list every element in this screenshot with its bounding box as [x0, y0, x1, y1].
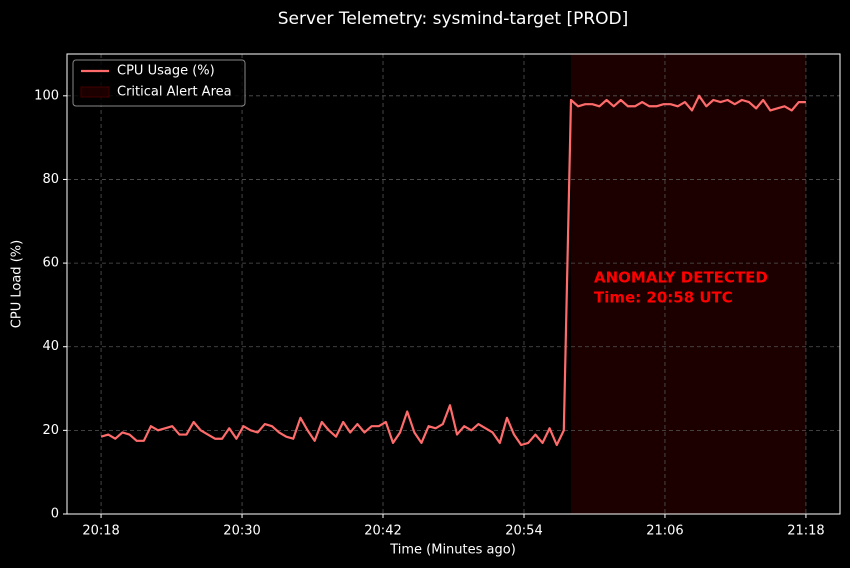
y-axis-label: CPU Load (%) — [10, 240, 25, 328]
y-tick-label: 0 — [51, 507, 59, 522]
y-tick-label: 80 — [42, 172, 59, 187]
chart-title: Server Telemetry: sysmind-target [PROD] — [278, 9, 629, 29]
x-tick-label: 20:54 — [505, 524, 542, 539]
x-tick-label: 20:30 — [223, 524, 260, 539]
legend: CPU Usage (%) Critical Alert Area — [72, 59, 246, 107]
y-tick-label: 40 — [42, 339, 59, 354]
x-axis-label: Time (Minutes ago) — [389, 543, 516, 558]
legend-label: Critical Alert Area — [117, 85, 232, 100]
y-tick-label: 20 — [42, 423, 59, 438]
legend-label: CPU Usage (%) — [117, 64, 215, 79]
x-tick-label: 20:18 — [82, 524, 119, 539]
legend-box — [72, 59, 246, 107]
y-tick-label: 100 — [34, 88, 59, 103]
x-tick-label: 21:06 — [646, 524, 683, 539]
plot-frame — [66, 53, 841, 515]
x-tick-label: 21:18 — [787, 524, 824, 539]
annotation: ANOMALY DETECTED — [594, 269, 768, 287]
annotation: Time: 20:58 UTC — [594, 289, 733, 307]
x-tick-label: 20:42 — [364, 524, 401, 539]
legend-swatch — [80, 86, 110, 98]
y-tick-label: 60 — [42, 256, 59, 271]
alert-area — [570, 54, 806, 514]
cpu-line — [100, 94, 806, 447]
